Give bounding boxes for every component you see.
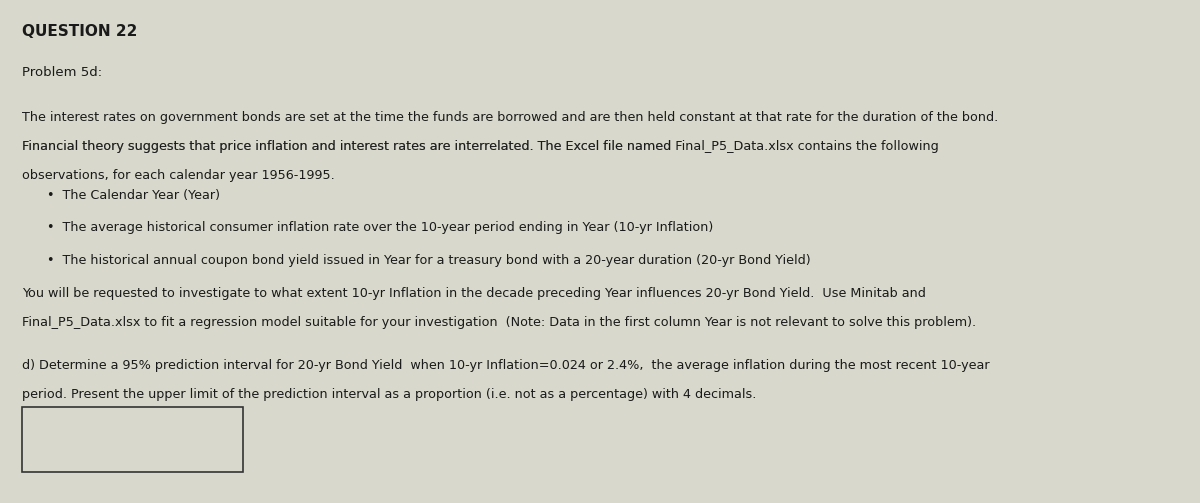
FancyBboxPatch shape xyxy=(22,406,242,472)
Text: Financial theory suggests that price inflation and interest rates are interrelat: Financial theory suggests that price inf… xyxy=(22,140,820,153)
Text: •  The average historical consumer inflation rate over the 10-year period ending: • The average historical consumer inflat… xyxy=(47,221,713,234)
Text: Final_P5_Data.xlsx to fit a regression model suitable for your investigation  (N: Final_P5_Data.xlsx to fit a regression m… xyxy=(22,315,976,328)
Text: Problem 5d:: Problem 5d: xyxy=(22,66,102,79)
Text: Financial theory suggests that price inflation and interest rates are interrelat: Financial theory suggests that price inf… xyxy=(22,140,938,153)
Text: You will be requested to investigate to what extent 10-yr Inflation in the decad: You will be requested to investigate to … xyxy=(22,287,925,299)
Text: QUESTION 22: QUESTION 22 xyxy=(22,24,137,39)
Text: •  The Calendar Year (Year): • The Calendar Year (Year) xyxy=(47,189,220,202)
Text: •  The historical annual coupon bond yield issued in Year for a treasury bond wi: • The historical annual coupon bond yiel… xyxy=(47,254,810,267)
Text: d) Determine a 95% prediction interval for 20-yr Bond Yield  when 10-yr Inflatio: d) Determine a 95% prediction interval f… xyxy=(22,359,990,372)
Text: The interest rates on government bonds are set at the time the funds are borrowe: The interest rates on government bonds a… xyxy=(22,112,998,124)
Text: period. Present the upper limit of the prediction interval as a proportion (i.e.: period. Present the upper limit of the p… xyxy=(22,388,756,401)
Text: observations, for each calendar year 1956-1995.: observations, for each calendar year 195… xyxy=(22,170,335,183)
Text: Financial theory suggests that price inflation and interest rates are interrelat: Financial theory suggests that price inf… xyxy=(22,140,676,153)
